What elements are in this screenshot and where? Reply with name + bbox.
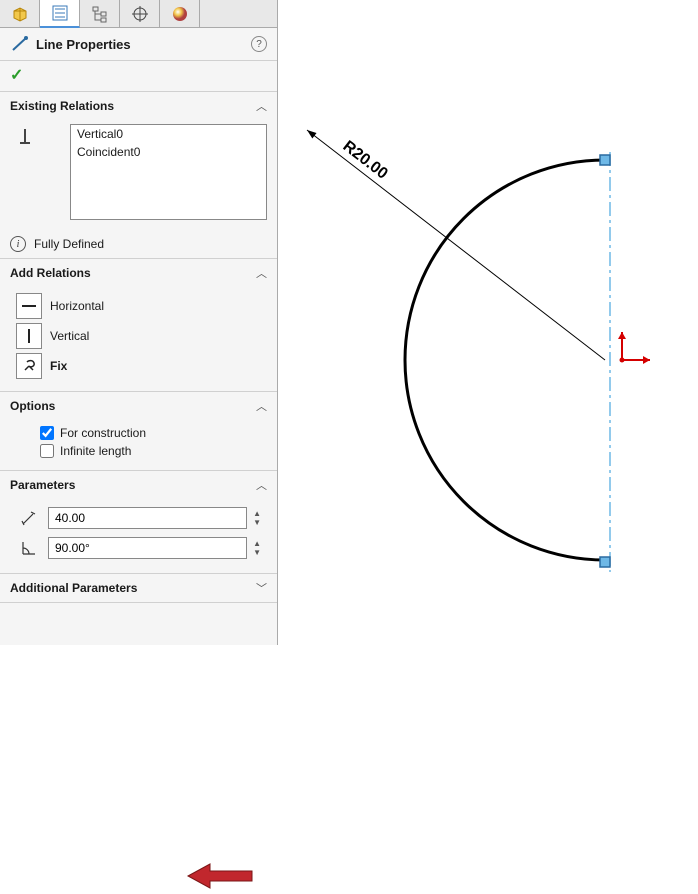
angle-input[interactable]	[48, 537, 247, 559]
chevron-up-icon: ︿	[256, 477, 267, 493]
chevron-up-icon: ︿	[256, 98, 267, 114]
red-arrow-annotation	[186, 861, 256, 894]
length-parameter-row: ▲▼	[10, 503, 267, 533]
angle-spinner[interactable]: ▲▼	[253, 539, 261, 557]
fix-label: Fix	[50, 359, 67, 373]
section-header-additional[interactable]: Additional Parameters ﹀	[0, 574, 277, 602]
add-relations-title: Add Relations	[10, 266, 256, 280]
confirm-row: ✓	[0, 61, 277, 92]
section-existing-relations: Existing Relations ︿ Vertical0 Coinciden…	[0, 92, 277, 259]
status-row: i Fully Defined	[0, 230, 277, 258]
form-icon	[51, 4, 69, 22]
section-header-options[interactable]: Options ︿	[0, 392, 277, 420]
section-parameters: Parameters ︿ ▲▼ ▲▼	[0, 471, 277, 574]
cube-icon	[11, 5, 29, 23]
parameters-title: Parameters	[10, 478, 256, 492]
horizontal-icon	[16, 293, 42, 319]
relation-item[interactable]: Coincident0	[71, 143, 266, 161]
panel-header: Line Properties ?	[0, 28, 277, 61]
for-construction-checkbox[interactable]	[40, 426, 54, 440]
status-label: Fully Defined	[34, 237, 104, 251]
chevron-up-icon: ︿	[256, 398, 267, 414]
length-input[interactable]	[48, 507, 247, 529]
fix-icon	[16, 353, 42, 379]
vertical-label: Vertical	[50, 329, 89, 343]
section-header-existing[interactable]: Existing Relations ︿	[0, 92, 277, 120]
length-spinner[interactable]: ▲▼	[253, 509, 261, 527]
length-icon	[16, 505, 42, 531]
section-header-parameters[interactable]: Parameters ︿	[0, 471, 277, 499]
relation-icon	[10, 124, 40, 220]
section-add-relations: Add Relations ︿ Horizontal Vertical Fix	[0, 259, 277, 392]
for-construction-label: For construction	[60, 426, 146, 440]
infinite-length-label: Infinite length	[60, 444, 131, 458]
tab-property-manager[interactable]	[40, 0, 80, 28]
tree-icon	[91, 5, 109, 23]
options-title: Options	[10, 399, 256, 413]
section-additional-parameters: Additional Parameters ﹀	[0, 574, 277, 603]
graphics-viewport[interactable]: R20.00	[278, 0, 698, 645]
panel-title: Line Properties	[36, 37, 251, 52]
additional-parameters-title: Additional Parameters	[10, 581, 256, 595]
section-header-add[interactable]: Add Relations ︿	[0, 259, 277, 287]
help-icon[interactable]: ?	[251, 36, 267, 52]
tab-configuration[interactable]	[80, 0, 120, 28]
property-panel: Line Properties ? ✓ Existing Relations ︿…	[0, 0, 278, 645]
add-horizontal-button[interactable]: Horizontal	[10, 291, 267, 321]
chevron-up-icon: ︿	[256, 265, 267, 281]
vertical-icon	[16, 323, 42, 349]
existing-relations-title: Existing Relations	[10, 99, 256, 113]
svg-text:R20.00: R20.00	[340, 138, 391, 183]
infinite-length-checkbox[interactable]	[40, 444, 54, 458]
line-icon	[10, 34, 30, 54]
info-icon: i	[10, 236, 26, 252]
section-options: Options ︿ For construction Infinite leng…	[0, 392, 277, 471]
add-vertical-button[interactable]: Vertical	[10, 321, 267, 351]
panel-tabs	[0, 0, 277, 28]
tab-dimxpert[interactable]	[120, 0, 160, 28]
tab-feature-tree[interactable]	[0, 0, 40, 28]
infinite-length-row: Infinite length	[10, 442, 267, 460]
chevron-down-icon: ﹀	[256, 580, 267, 596]
relations-listbox[interactable]: Vertical0 Coincident0	[70, 124, 267, 220]
for-construction-row: For construction	[10, 424, 267, 442]
angle-parameter-row: ▲▼	[10, 533, 267, 563]
tab-appearance[interactable]	[160, 0, 200, 28]
ok-button[interactable]: ✓	[10, 65, 23, 85]
sphere-icon	[171, 5, 189, 23]
target-icon	[131, 5, 149, 23]
angle-icon	[16, 535, 42, 561]
relation-item[interactable]: Vertical0	[71, 125, 266, 143]
add-fix-button[interactable]: Fix	[10, 351, 267, 381]
horizontal-label: Horizontal	[50, 299, 104, 313]
